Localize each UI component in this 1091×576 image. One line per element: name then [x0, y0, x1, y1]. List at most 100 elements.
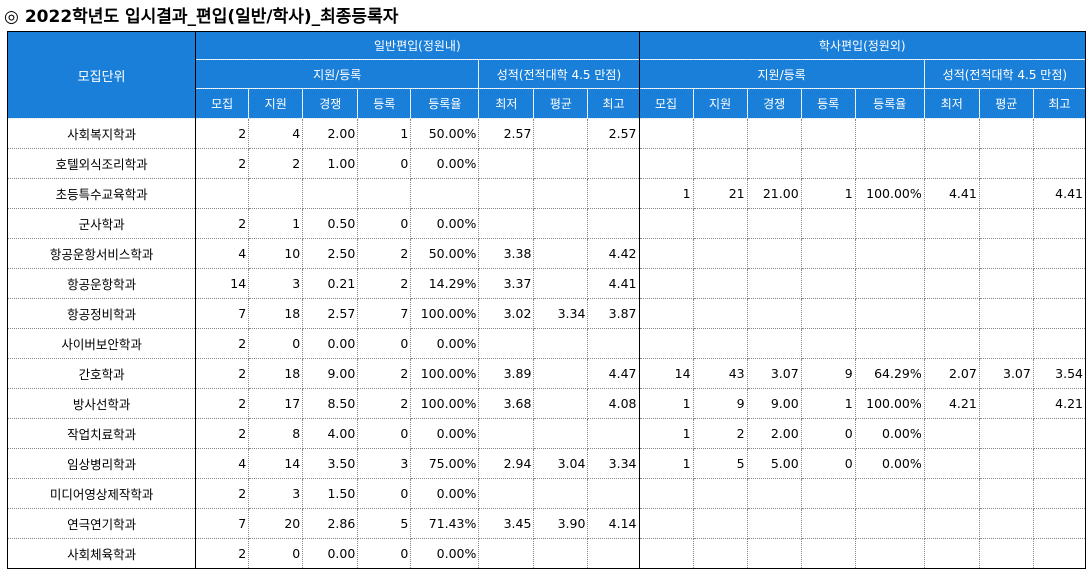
cell-bachelor-enroll-rate [855, 478, 925, 509]
cell-general-competition: 0.50 [302, 208, 359, 239]
header-group-general: 일반편입(정원내) [195, 31, 640, 60]
cell-bachelor-grade-avg [979, 328, 1034, 359]
cell-bachelor-enroll [801, 328, 856, 359]
cell-general-enroll: 0 [357, 208, 412, 239]
cell-general-grade-avg [533, 118, 589, 149]
cell-bachelor-grade-max: 4.21 [1033, 388, 1087, 419]
table-row: 사이버보안학과 2 0 0.00 0 0.00% [7, 328, 1087, 359]
row-unit-name: 항공정비학과 [7, 298, 197, 329]
cell-bachelor-enroll-rate: 0.00% [855, 448, 925, 479]
title-text: 2022학년도 입시결과_편입(일반/학사)_최종등록자 [24, 7, 399, 27]
cell-bachelor-apply: 9 [693, 388, 748, 419]
cell-general-competition: 0.00 [302, 538, 359, 569]
cell-bachelor-grade-max [1033, 418, 1087, 449]
cell-general-enroll-rate: 0.00% [410, 208, 480, 239]
cell-bachelor-competition [747, 508, 802, 539]
cell-general-grade-max [587, 178, 640, 209]
row-unit-name: 방사선학과 [7, 388, 197, 419]
col-header-general-grade-max: 최고 [587, 88, 640, 119]
cell-bachelor-apply [693, 478, 748, 509]
cell-bachelor-grade-avg [979, 178, 1034, 209]
cell-general-enroll-rate: 75.00% [410, 448, 480, 479]
cell-general-enroll-rate: 0.00% [410, 148, 480, 179]
col-header-general-apply: 지원 [248, 88, 304, 119]
cell-bachelor-grade-min [924, 328, 980, 359]
cell-bachelor-competition [747, 268, 802, 299]
cell-general-competition: 8.50 [302, 388, 359, 419]
cell-bachelor-competition [747, 478, 802, 509]
cell-bachelor-grade-avg [979, 148, 1034, 179]
cell-general-enroll: 3 [357, 448, 412, 479]
cell-bachelor-competition: 2.00 [747, 418, 802, 449]
cell-bachelor-enroll-rate: 100.00% [855, 178, 925, 209]
cell-bachelor-enroll-rate: 64.29% [855, 358, 925, 389]
row-unit-name: 군사학과 [7, 208, 197, 239]
cell-general-recruit: 2 [195, 208, 250, 239]
cell-bachelor-enroll-rate: 0.00% [855, 418, 925, 449]
cell-bachelor-grade-max [1033, 148, 1087, 179]
row-unit-name: 항공운항서비스학과 [7, 238, 197, 269]
cell-bachelor-enroll-rate [855, 208, 925, 239]
cell-general-recruit: 2 [195, 148, 250, 179]
cell-general-competition: 3.50 [302, 448, 359, 479]
cell-bachelor-grade-avg [979, 478, 1034, 509]
cell-bachelor-apply: 2 [693, 418, 748, 449]
cell-general-competition: 2.50 [302, 238, 359, 269]
cell-general-enroll [357, 178, 412, 209]
cell-bachelor-competition: 21.00 [747, 178, 802, 209]
cell-general-grade-min: 3.89 [478, 358, 535, 389]
cell-general-enroll-rate: 100.00% [410, 358, 480, 389]
cell-bachelor-enroll-rate [855, 298, 925, 329]
cell-bachelor-grade-min [924, 538, 980, 569]
row-unit-name: 사회복지학과 [7, 118, 197, 149]
cell-general-grade-max: 4.47 [587, 358, 640, 389]
table-row: 임상병리학과 4 14 3.50 3 75.00% 2.94 3.04 3.34 1 5 5.00 0 0… [7, 448, 1087, 479]
cell-bachelor-competition: 3.07 [747, 358, 802, 389]
cell-bachelor-apply: 5 [693, 448, 748, 479]
cell-general-competition: 1.50 [302, 478, 359, 509]
cell-bachelor-competition [747, 148, 802, 179]
cell-bachelor-recruit [639, 478, 694, 509]
cell-bachelor-apply [693, 118, 748, 149]
cell-general-grade-avg: 3.34 [533, 298, 589, 329]
cell-general-grade-min: 2.94 [478, 448, 535, 479]
cell-general-recruit: 7 [195, 298, 250, 329]
cell-bachelor-enroll [801, 238, 856, 269]
cell-bachelor-grade-max: 3.54 [1033, 358, 1087, 389]
cell-bachelor-grade-max [1033, 328, 1087, 359]
cell-general-enroll-rate [410, 178, 480, 209]
cell-general-enroll-rate: 100.00% [410, 388, 480, 419]
cell-bachelor-grade-min [924, 298, 980, 329]
row-unit-name: 임상병리학과 [7, 448, 197, 479]
cell-bachelor-grade-max [1033, 448, 1087, 479]
cell-general-competition: 0.21 [302, 268, 359, 299]
row-unit-name: 초등특수교육학과 [7, 178, 197, 209]
table-row: 사회복지학과 2 4 2.00 1 50.00% 2.57 2.57 [7, 118, 1087, 149]
cell-general-apply: 3 [248, 478, 304, 509]
col-header-bachelor-apply: 지원 [692, 88, 748, 119]
cell-general-competition: 0.00 [302, 328, 359, 359]
cell-bachelor-enroll: 0 [801, 418, 856, 449]
row-unit-name: 작업치료학과 [7, 418, 197, 449]
cell-general-grade-min: 3.02 [478, 298, 535, 329]
cell-general-grade-max: 4.41 [587, 268, 640, 299]
cell-general-enroll: 2 [357, 268, 412, 299]
cell-bachelor-grade-max [1033, 508, 1087, 539]
cell-general-enroll: 0 [357, 418, 412, 449]
page-title: ◎ 2022학년도 입시결과_편입(일반/학사)_최종등록자 [4, 4, 398, 30]
cell-bachelor-grade-avg [979, 238, 1034, 269]
cell-general-enroll-rate: 0.00% [410, 538, 480, 569]
cell-bachelor-grade-min [924, 508, 980, 539]
cell-general-grade-max: 3.87 [587, 298, 640, 329]
cell-general-apply: 8 [248, 418, 304, 449]
cell-general-grade-avg [533, 148, 589, 179]
header-bachelor-grade: 성적(전적대학 4.5 만점) [923, 59, 1087, 89]
cell-bachelor-grade-avg [979, 268, 1034, 299]
cell-bachelor-grade-max [1033, 118, 1087, 149]
cell-general-grade-avg [533, 328, 589, 359]
cell-bachelor-grade-max [1033, 298, 1087, 329]
cell-bachelor-apply [693, 208, 748, 239]
cell-general-grade-min [478, 478, 535, 509]
table-row: 작업치료학과 2 8 4.00 0 0.00% 1 2 2.00 0 0.00% [7, 418, 1087, 449]
col-header-bachelor-grade-avg: 평균 [978, 88, 1034, 119]
